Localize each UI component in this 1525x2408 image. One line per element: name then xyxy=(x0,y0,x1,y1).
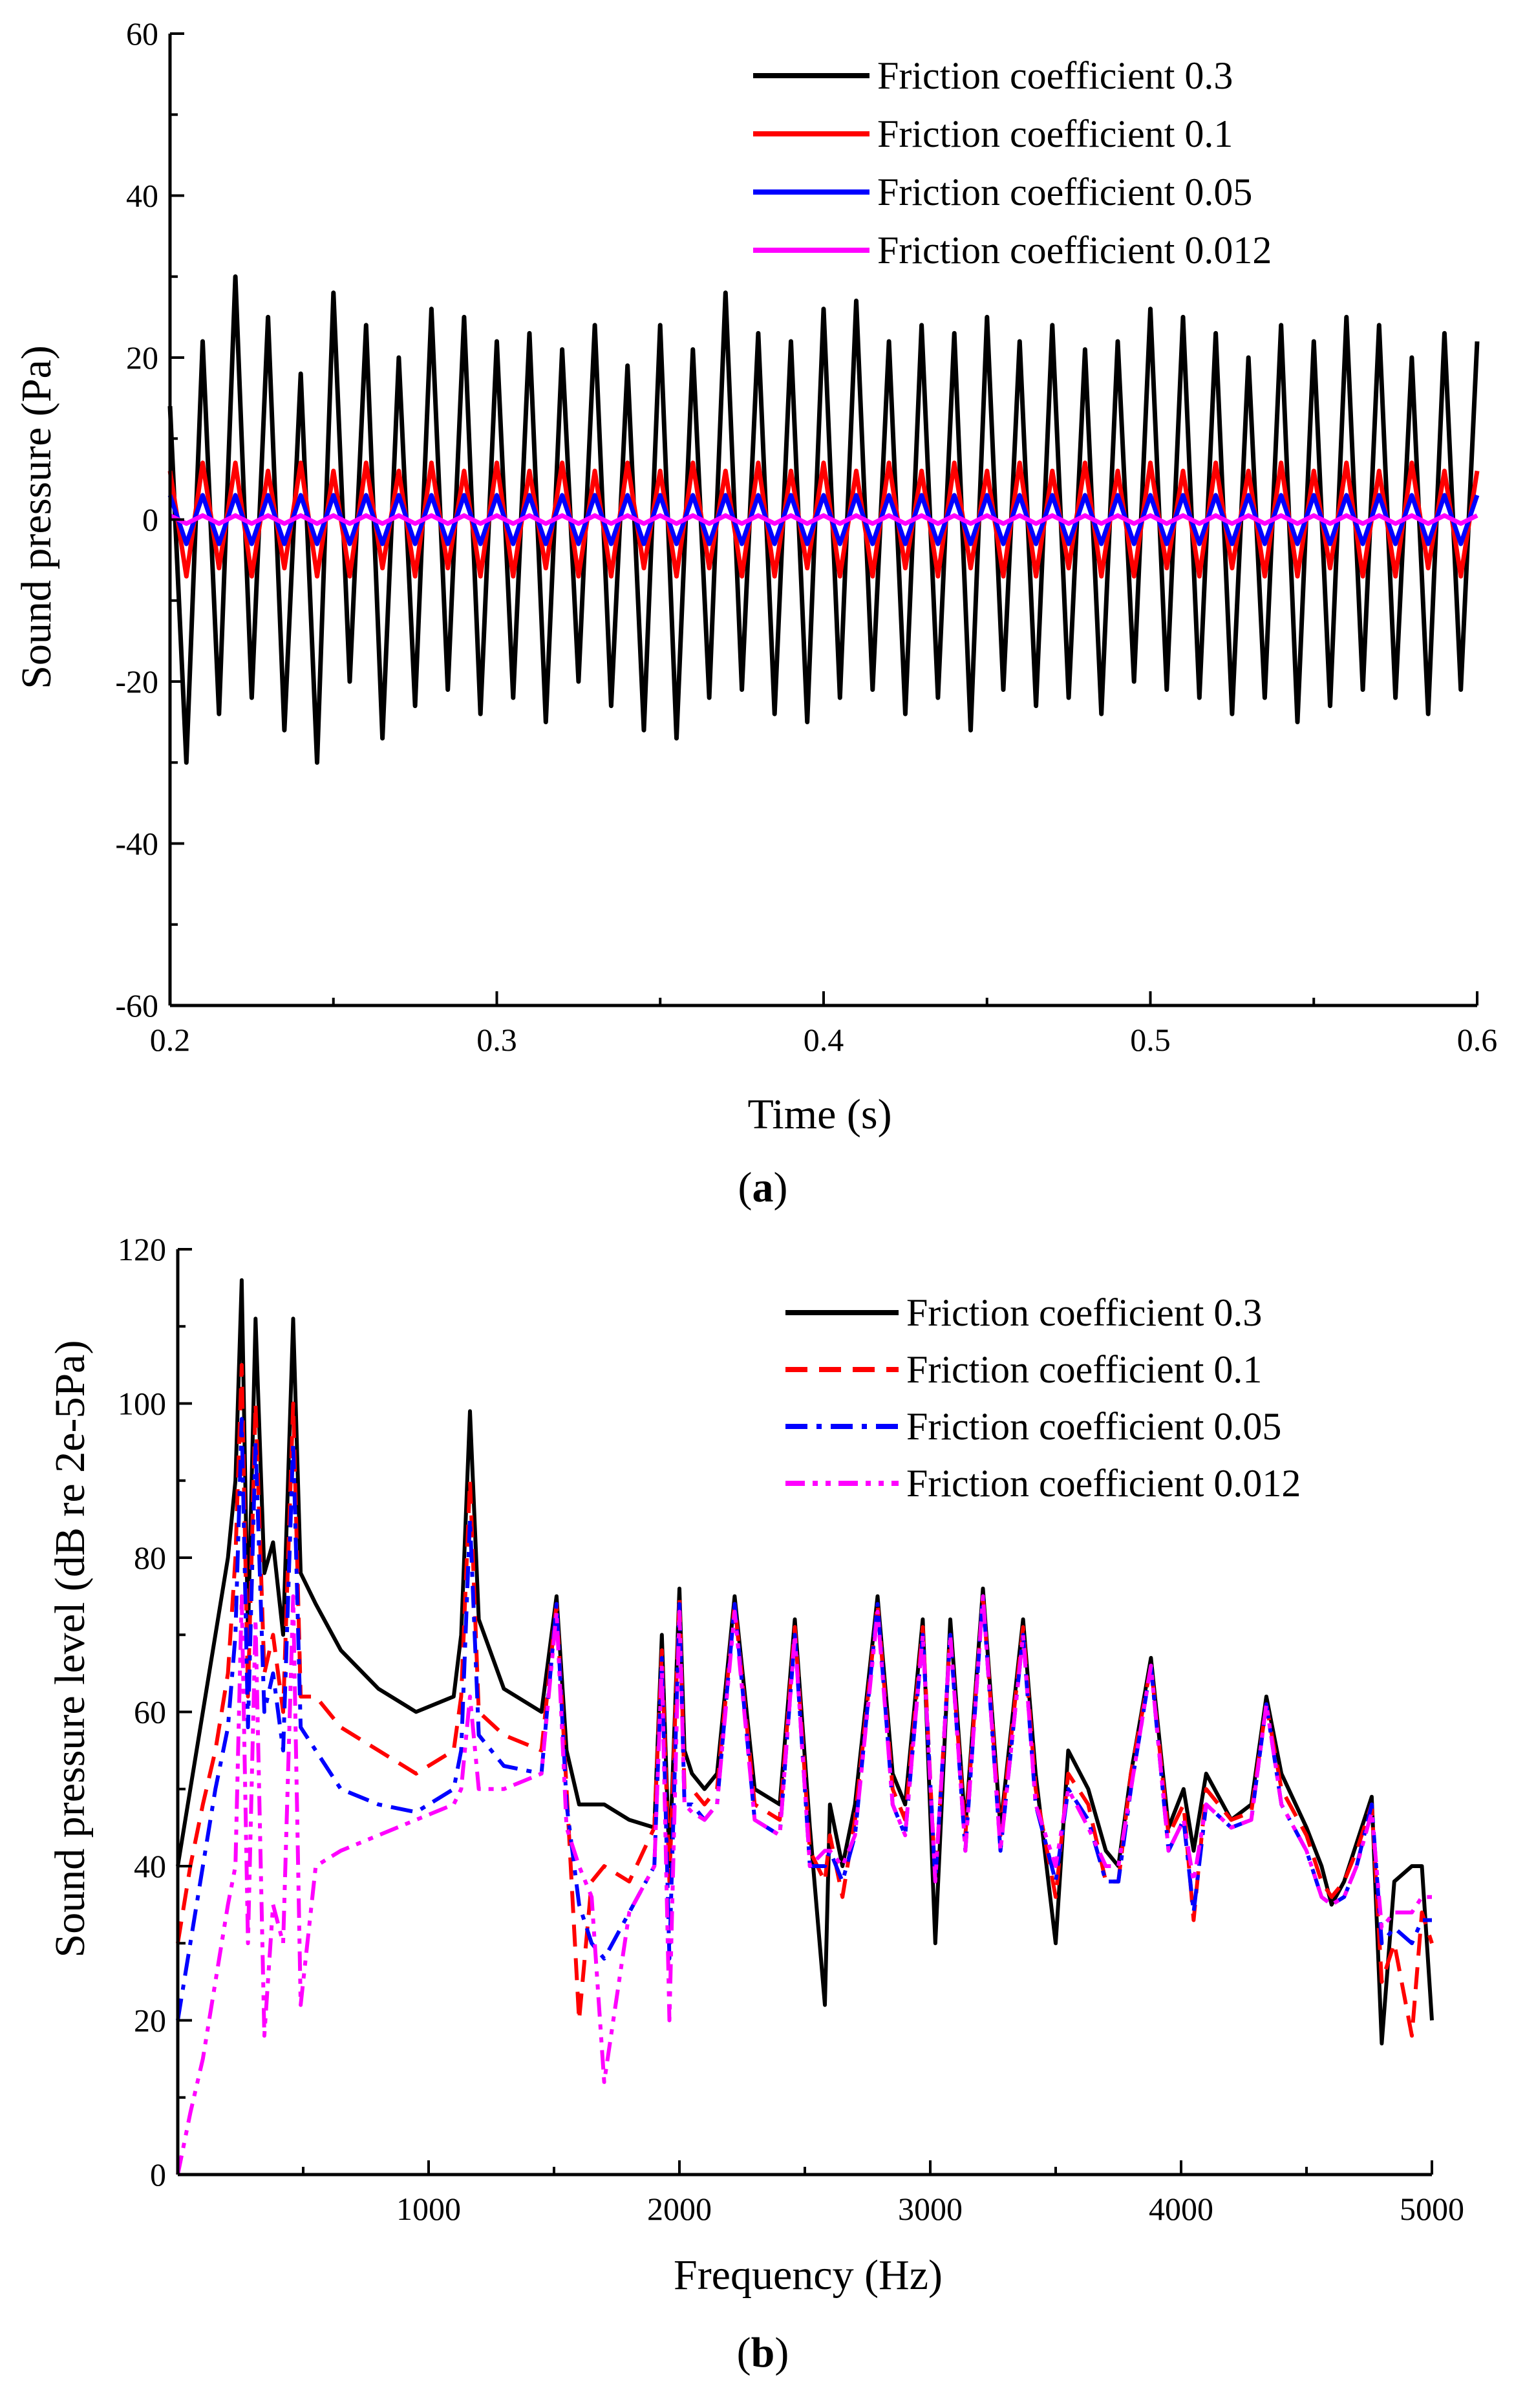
a-y-tick-label: 0 xyxy=(142,502,158,538)
a-series-line-2 xyxy=(167,493,1480,546)
a-y-tick-label: 20 xyxy=(126,339,158,376)
b-y-tick-label: 120 xyxy=(118,1231,166,1267)
b-y-tick-label: 100 xyxy=(118,1386,166,1422)
a-series-line-1 xyxy=(167,460,1480,579)
b-series-line-2 xyxy=(176,1417,1432,2021)
b-y-tick-label: 0 xyxy=(150,2156,166,2193)
a-y-tick-label: -60 xyxy=(115,987,158,1024)
b-series-line-3 xyxy=(176,1594,1432,2175)
b-y-tick-label: 80 xyxy=(134,1540,166,1576)
b-legend-label-0: Friction coefficient 0.3 xyxy=(906,1291,1262,1334)
a-y-tick-label: -40 xyxy=(115,826,158,862)
b-y-tick-label: 40 xyxy=(134,1848,166,1884)
caption-b: (b) xyxy=(737,2329,789,2376)
a-x-tick-label: 0.4 xyxy=(804,1022,844,1058)
chart-b-legend: Friction coefficient 0.3 Friction coeffic… xyxy=(785,1291,1301,1505)
b-legend-label-1: Friction coefficient 0.1 xyxy=(906,1348,1262,1391)
b-x-tick-label: 3000 xyxy=(898,2191,963,2227)
a-y-tick-label: -20 xyxy=(115,663,158,700)
caption-a-label: a xyxy=(752,1164,774,1211)
chart-a: 0.2 0.3 0.4 0.5 0.6 -60 -40 -20 0 20 40 60 Time (s)… xyxy=(13,16,1497,1211)
a-legend-label-3: Friction coefficient 0.012 xyxy=(877,229,1272,272)
a-legend-label-1: Friction coefficient 0.1 xyxy=(877,113,1233,155)
a-legend-label-2: Friction coefficient 0.05 xyxy=(877,171,1252,213)
chart-a-axes: 0.2 0.3 0.4 0.5 0.6 -60 -40 -20 0 20 40 60 xyxy=(115,16,1497,1058)
a-series-line-0 xyxy=(167,274,1480,765)
b-x-tick-label: 4000 xyxy=(1149,2191,1213,2227)
a-x-tick-label: 0.3 xyxy=(476,1022,517,1058)
chart-a-xlabel: Time (s) xyxy=(747,1091,891,1138)
caption-a: (a) xyxy=(738,1164,788,1211)
chart-b-xlabel: Frequency (Hz) xyxy=(674,2252,943,2299)
a-x-tick-label: 0.2 xyxy=(150,1022,191,1058)
b-x-tick-label: 5000 xyxy=(1400,2191,1464,2227)
caption-b-label: b xyxy=(751,2329,775,2376)
chart-b-axes: 1000 2000 3000 4000 5000 0 20 40 60 80 100 120 xyxy=(118,1231,1464,2227)
b-series-line-0 xyxy=(176,1278,1434,2046)
chart-b-series-group xyxy=(176,1278,1434,2175)
chart-a-legend: Friction coefficient 0.3 Friction coeffic… xyxy=(753,54,1272,272)
a-x-tick-label: 0.5 xyxy=(1130,1022,1171,1058)
a-series-line-3 xyxy=(169,513,1478,526)
a-x-tick-label: 0.6 xyxy=(1457,1022,1498,1058)
b-x-tick-label: 2000 xyxy=(647,2191,712,2227)
a-legend-label-0: Friction coefficient 0.3 xyxy=(877,54,1233,97)
chart-a-series-group xyxy=(167,274,1480,765)
chart-b-ylabel: Sound pressure level (dB re 2e-5Pa) xyxy=(47,1340,94,1958)
chart-b: 1000 2000 3000 4000 5000 0 20 40 60 80 100 120 Freq… xyxy=(47,1231,1464,2376)
chart-a-ylabel: Sound pressure (Pa) xyxy=(13,345,60,689)
a-y-tick-label: 40 xyxy=(126,178,158,214)
b-legend-label-3: Friction coefficient 0.012 xyxy=(906,1462,1301,1505)
b-y-tick-label: 60 xyxy=(134,1694,166,1730)
b-x-tick-label: 1000 xyxy=(396,2191,461,2227)
b-legend-label-2: Friction coefficient 0.05 xyxy=(906,1405,1281,1448)
a-y-tick-label: 60 xyxy=(126,16,158,52)
b-y-tick-label: 20 xyxy=(134,2003,166,2039)
